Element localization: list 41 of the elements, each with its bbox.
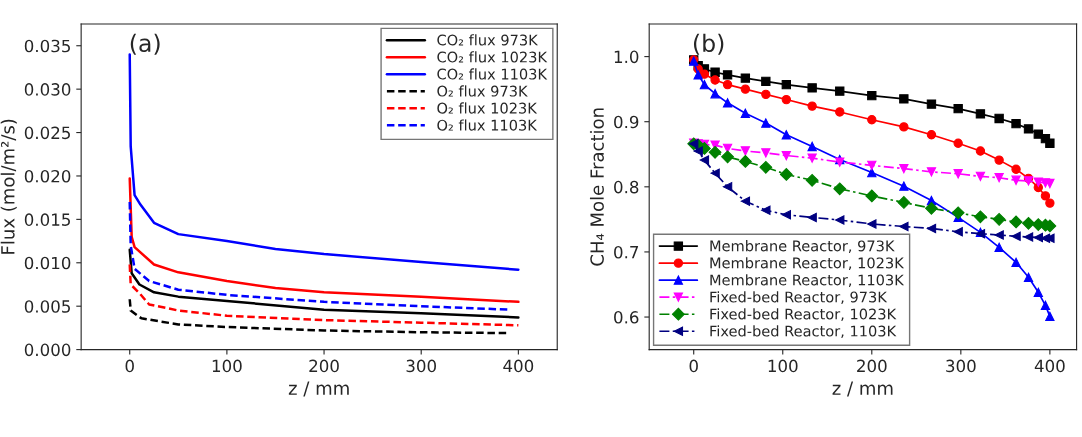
x-tick-label: 400 [1034, 359, 1065, 373]
y-tick-label: 0.6 [614, 311, 639, 324]
y-tick-label: 0.000 [24, 343, 71, 357]
x-tick-label: 400 [503, 359, 534, 373]
y-tick-label: 0.035 [24, 39, 70, 53]
annotation: (a) [130, 33, 160, 55]
x-tick-label: 0 [689, 359, 698, 373]
x-tick-label: 100 [768, 359, 798, 373]
legend-label: Membrane Reactor, 1103K [710, 274, 905, 287]
y-axis-title: CH₄ Mole Fraction [589, 108, 604, 266]
y-tick-label: 0.015 [24, 213, 70, 226]
y-tick-label: 0.9 [614, 115, 639, 129]
legend-label: Membrane Reactor, 973K [710, 240, 895, 253]
y-tick-label: 1.0 [614, 50, 639, 64]
x-axis-title: z / mm [288, 381, 349, 397]
legend-label: CO₂ flux 1103K [437, 68, 548, 80]
x-axis-title: z / mm [832, 381, 893, 397]
legend-label: Membrane Reactor, 1023K [710, 257, 905, 270]
y-tick-label: 0.010 [24, 256, 71, 270]
legend-label: CO₂ flux 1023K [437, 51, 548, 63]
legend-label: O₂ flux 973K [437, 85, 528, 97]
legend-label: CO₂ flux 973K [437, 34, 539, 46]
x-tick-label: 100 [212, 359, 242, 373]
x-tick-label: 200 [309, 359, 339, 373]
annotation: (b) [693, 33, 724, 55]
x-tick-label: 200 [857, 359, 887, 373]
legend-label: O₂ flux 1023K [437, 102, 538, 114]
x-tick-label: 0 [125, 359, 134, 373]
x-tick-label: 300 [406, 359, 437, 373]
legend-label: Fixed-bed Reactor, 973K [710, 291, 888, 304]
y-tick-label: 0.020 [24, 169, 71, 183]
y-axis-title: Flux (mol/m²/s) [0, 119, 17, 254]
legend-label: Fixed-bed Reactor, 1023K [710, 308, 897, 322]
y-tick-label: 0.7 [614, 245, 639, 259]
x-tick-label: 300 [946, 359, 976, 373]
y-tick-label: 0.030 [24, 83, 71, 96]
y-tick-label: 0.8 [614, 180, 639, 194]
y-tick-label: 0.005 [24, 300, 70, 313]
legend-label: O₂ flux 1103K [437, 119, 538, 131]
y-tick-label: 0.025 [24, 126, 70, 140]
legend-label: Fixed-bed Reactor, 1103K [710, 325, 897, 339]
